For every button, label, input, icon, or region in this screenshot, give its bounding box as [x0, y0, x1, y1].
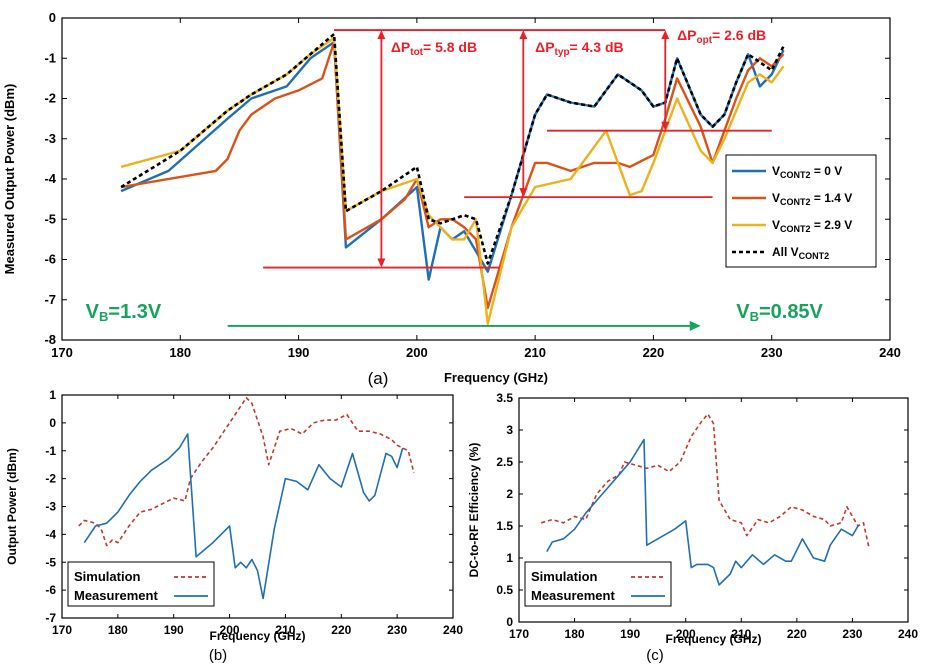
y-tick-label: -3: [44, 131, 56, 146]
x-tick-label: 200: [220, 623, 240, 637]
legend-label-3: All VCONT2: [772, 245, 829, 261]
x-tick-label: 240: [443, 623, 463, 637]
delta-arrow-head: [661, 121, 670, 131]
legend-label-1: VCONT2 = 1.4 V: [772, 191, 852, 207]
delta-arrow-head: [519, 188, 528, 198]
y-tick-label: -2: [44, 91, 56, 106]
x-tick-label: 170: [52, 623, 72, 637]
x-tick-label: 240: [879, 345, 901, 360]
delta-label: ΔPtyp= 4.3 dB: [535, 39, 624, 58]
y-tick-label: -4: [45, 527, 56, 541]
legend-box: [524, 561, 672, 607]
x-tick-label: 180: [108, 623, 128, 637]
delta-arrow-head: [661, 30, 670, 40]
legend-label-2: VCONT2 = 2.9 V: [772, 218, 852, 234]
vb-left-label: VB=1.3V: [86, 301, 162, 324]
y-tick-label: -7: [44, 292, 56, 307]
y-tick-label: 3.5: [496, 391, 513, 405]
y-tick-label: 0.5: [496, 583, 513, 597]
y-tick-label: -7: [45, 611, 56, 625]
panel-caption: (c): [646, 647, 664, 664]
y-axis-label: DC-to-RF Efficiency (%): [467, 443, 481, 578]
legend-label-1: Measurement: [74, 588, 158, 603]
series-line-1: [546, 438, 859, 586]
y-axis-label: Output Power (dBm): [5, 448, 19, 565]
y-tick-label: 0: [49, 10, 56, 25]
legend-box: [67, 561, 215, 607]
y-tick-label: -4: [44, 171, 56, 186]
delta-arrow-head: [377, 30, 386, 40]
delta-label: ΔPopt= 2.6 dB: [677, 27, 766, 46]
x-tick-label: 230: [842, 627, 862, 641]
x-tick-label: 200: [676, 627, 696, 641]
legend-label-0: VCONT2 = 0 V: [772, 164, 842, 180]
x-tick-label: 220: [331, 623, 351, 637]
y-tick-label: 3: [506, 423, 513, 437]
legend-label-0: Simulation: [74, 569, 141, 584]
series-line-2: [120, 36, 785, 326]
legend-box: [725, 154, 877, 268]
y-tick-label: 2: [506, 487, 513, 501]
y-tick-label: -5: [44, 211, 56, 226]
series-line-1: [83, 433, 404, 600]
x-tick-label: 240: [898, 627, 918, 641]
delta-arrow-head: [377, 258, 386, 268]
x-tick-label: 200: [406, 345, 428, 360]
x-tick-label: 170: [509, 627, 529, 641]
series-line-0: [78, 396, 415, 547]
vb-right-label: VB=0.85V: [736, 301, 823, 324]
x-tick-label: 190: [164, 623, 184, 637]
x-tick-label: 220: [787, 627, 807, 641]
vb-range-arrow-head: [689, 320, 701, 331]
panel-caption: (b): [209, 647, 227, 664]
x-axis-label: Frequency (GHz): [209, 629, 305, 643]
y-tick-label: -1: [44, 50, 56, 65]
y-tick-label: -8: [44, 332, 56, 347]
y-tick-label: 1: [506, 551, 513, 565]
delta-arrow-head: [519, 30, 528, 40]
y-tick-label: -2: [45, 472, 56, 486]
series-line-0: [540, 413, 870, 549]
legend-label-0: Simulation: [531, 569, 598, 584]
x-tick-label: 210: [524, 345, 546, 360]
chart-panel-c: 170 180 190 200 210 220 230 240 0 0.5 1 1.5 2 2.5 3 3.5…: [467, 391, 918, 664]
x-axis-label: Frequency (GHz): [665, 632, 761, 646]
y-axis-label: Measured Output Power (dBm): [2, 84, 17, 275]
series-line-3: [120, 32, 785, 265]
y-tick-label: -6: [45, 583, 56, 597]
y-tick-label: 1.5: [496, 519, 513, 533]
panel-caption: (a): [368, 369, 389, 388]
y-tick-label: 0: [506, 615, 513, 629]
legend-label-1: Measurement: [531, 588, 615, 603]
x-tick-label: 230: [761, 345, 783, 360]
x-tick-label: 210: [275, 623, 295, 637]
x-tick-label: 210: [731, 627, 751, 641]
y-tick-label: 2.5: [496, 455, 513, 469]
chart-panel-a: 170 180 190 200 210 220 230 240 -8 -7 -6 -5 -4 -3 -2 -1…: [2, 10, 901, 388]
y-tick-label: 0: [49, 416, 56, 430]
y-tick-label: -6: [44, 252, 56, 267]
plot-frame: [518, 397, 909, 623]
series-line-0: [120, 40, 785, 281]
y-tick-label: -3: [45, 500, 56, 514]
y-tick-label: 1: [49, 388, 56, 402]
x-tick-label: 180: [565, 627, 585, 641]
x-tick-label: 190: [620, 627, 640, 641]
y-tick-label: -5: [45, 555, 56, 569]
x-tick-label: 170: [51, 345, 73, 360]
y-tick-label: -1: [45, 444, 56, 458]
delta-label: ΔPtot= 5.8 dB: [391, 39, 477, 58]
x-tick-label: 230: [387, 623, 407, 637]
x-tick-label: 220: [643, 345, 665, 360]
x-tick-label: 180: [169, 345, 191, 360]
x-axis-label: Frequency (GHz): [444, 370, 548, 385]
x-tick-label: 190: [288, 345, 310, 360]
chart-panel-b: 170 180 190 200 210 220 230 240 -7 -6 -5 -4 -3 -2 -1 0 1…: [5, 388, 463, 664]
